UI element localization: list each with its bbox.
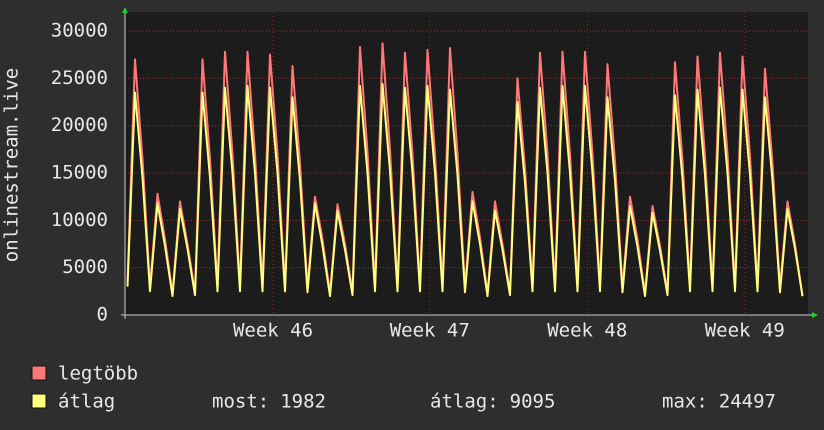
stat-value: 24497: [719, 391, 776, 413]
y-tick-label: 30000: [51, 19, 108, 41]
stat-value: 1982: [280, 391, 326, 413]
x-arrow: [812, 312, 818, 318]
y-tick-label: 25000: [51, 67, 108, 89]
legend-label: átlag: [58, 391, 115, 413]
series-line: [126, 83, 804, 298]
x-tick-label: Week 48: [547, 320, 627, 342]
x-tick-label: Week 47: [390, 320, 470, 342]
y-tick-label: 5000: [62, 256, 108, 278]
y-tick-label: 15000: [51, 161, 108, 183]
y-arrow: [122, 7, 128, 13]
y-tick-label: 20000: [51, 114, 108, 136]
stat-label: átlag:: [430, 391, 499, 413]
x-tick-label: Week 46: [233, 320, 313, 342]
x-tick-label: Week 49: [705, 320, 785, 342]
stat-label: max:: [662, 391, 708, 413]
legend-swatch: [31, 365, 47, 381]
y-tick-label: 0: [97, 304, 108, 326]
y-tick-label: 10000: [51, 209, 108, 231]
y-axis-label: onlinestream.live: [1, 68, 23, 262]
stat-value: 9095: [510, 391, 556, 413]
plot: [125, 12, 808, 316]
legend-label: legtöbb: [58, 363, 138, 385]
stat-label: most:: [212, 391, 269, 413]
legend-swatch: [31, 393, 47, 409]
